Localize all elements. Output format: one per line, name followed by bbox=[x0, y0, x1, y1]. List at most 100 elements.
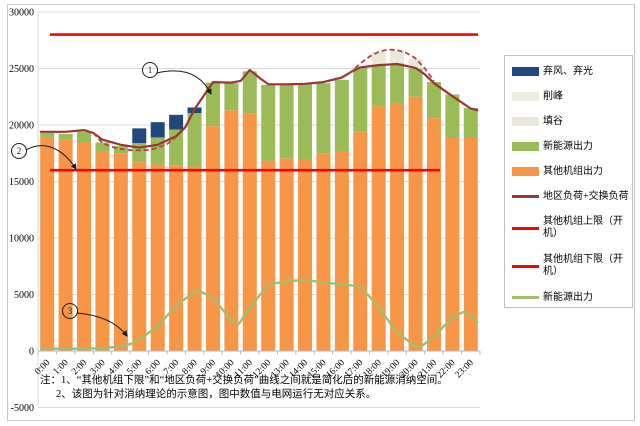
legend-swatch-bar bbox=[512, 167, 539, 176]
legend-swatch-line bbox=[512, 264, 539, 268]
bar-other-units bbox=[205, 126, 220, 351]
y-tick-label: 10000 bbox=[9, 234, 34, 245]
annotations: 1 2 3 bbox=[11, 62, 212, 337]
bar-renewable bbox=[390, 63, 405, 103]
bar-renewable bbox=[58, 134, 73, 140]
legend-item-label: 其他机组下限（开机） bbox=[543, 254, 623, 277]
annotation-number: 1 bbox=[148, 65, 153, 75]
legend-item-label: 削峰 bbox=[543, 90, 563, 102]
legend-item: 新能源出力 bbox=[512, 134, 630, 159]
bar-other-units bbox=[150, 164, 165, 351]
annotation-pointer bbox=[156, 70, 212, 95]
legend-item-label: 弃风、弃光 bbox=[543, 65, 593, 77]
bar-other-units bbox=[316, 153, 331, 351]
note-line-2: 2、该图为针对消纳理论的示意图，图中数值与电网运行无对应关系。 bbox=[56, 389, 377, 400]
bar-renewable bbox=[463, 108, 478, 138]
bar-other-units bbox=[445, 137, 460, 351]
bar-other-units bbox=[334, 150, 349, 351]
chart-notes: 注：1、“其他机组下限”和“地区负荷+交换负荷”曲线之间就是简化后的新能源消纳空… bbox=[40, 374, 520, 402]
bar-renewable bbox=[334, 79, 349, 151]
bar-other-units bbox=[77, 142, 92, 351]
bar-peak-shaving bbox=[371, 52, 386, 66]
bar-renewable bbox=[95, 142, 110, 151]
annotation-pointer bbox=[76, 312, 128, 337]
legend-swatch-line bbox=[512, 195, 539, 198]
bar-other-units bbox=[390, 102, 405, 351]
bar-other-units bbox=[132, 162, 147, 351]
bar-other-units bbox=[187, 167, 202, 351]
bar-other-units bbox=[113, 153, 128, 351]
legend-swatch-bar bbox=[512, 92, 539, 101]
legend-item-label: 其他机组出力 bbox=[543, 165, 603, 177]
bar-other-units bbox=[279, 158, 294, 351]
legend-swatch-line bbox=[512, 296, 539, 299]
y-tick-label: -5000 bbox=[11, 403, 34, 414]
legend-item-label: 其他机组上限（开机） bbox=[543, 216, 623, 239]
bar-curtailment bbox=[169, 114, 184, 130]
legend-swatch-line bbox=[512, 226, 539, 230]
bar-other-units bbox=[95, 150, 110, 351]
bar-other-units bbox=[408, 96, 423, 351]
bar-renewable bbox=[353, 67, 368, 132]
bar-curtailment bbox=[150, 122, 165, 138]
bar-other-units bbox=[242, 113, 257, 351]
bar-renewable bbox=[187, 113, 202, 168]
y-tick-label: 15000 bbox=[9, 177, 34, 188]
annotation-circle bbox=[142, 62, 158, 78]
bar-renewable bbox=[408, 68, 423, 97]
bar-renewable bbox=[371, 65, 386, 107]
legend-item-label: 新能源出力 bbox=[543, 291, 593, 303]
annotation-number: 3 bbox=[68, 306, 73, 316]
dashed-load-line bbox=[348, 48, 435, 82]
note-line-1: 注：1、“其他机组下限”和“地区负荷+交换负荷”曲线之间就是简化后的新能源消纳空… bbox=[40, 375, 448, 386]
bar-other-units bbox=[40, 137, 55, 351]
y-axis-labels: 30000 25000 20000 15000 10000 5000 0 -5000 bbox=[9, 8, 34, 415]
legend-item-label: 新能源出力 bbox=[543, 140, 593, 152]
y-tick-label: 30000 bbox=[9, 8, 34, 19]
bars bbox=[40, 50, 478, 351]
legend-item: 其他机组下限（开机） bbox=[512, 247, 630, 285]
bar-peak-shaving bbox=[390, 50, 405, 64]
bar-peak-shaving bbox=[408, 58, 423, 69]
y-tick-label: 20000 bbox=[9, 121, 34, 132]
legend-item: 填谷 bbox=[512, 109, 630, 134]
legend-item-label: 地区负荷+交换负荷 bbox=[543, 190, 629, 202]
legend-item: 削峰 bbox=[512, 84, 630, 109]
legend-swatch-bar bbox=[512, 142, 539, 151]
legend-item: 地区负荷+交换负荷 bbox=[512, 184, 630, 209]
renewable-output-line bbox=[39, 278, 479, 350]
y-tick-label: 25000 bbox=[9, 64, 34, 75]
bar-other-units bbox=[353, 131, 368, 351]
bar-other-units bbox=[426, 118, 441, 351]
bar-renewable bbox=[316, 83, 331, 154]
bar-renewable bbox=[40, 132, 55, 138]
bar-curtailment bbox=[132, 128, 147, 144]
bar-other-units bbox=[371, 106, 386, 351]
legend-item-label: 填谷 bbox=[543, 115, 563, 127]
bar-renewable bbox=[224, 83, 239, 111]
dashed-load-line bbox=[92, 132, 177, 152]
bar-other-units bbox=[463, 137, 478, 351]
legend-item: 其他机组上限（开机） bbox=[512, 209, 630, 247]
bar-other-units bbox=[261, 160, 276, 351]
legend-item: 弃风、弃光 bbox=[512, 59, 630, 84]
legend-swatch-bar bbox=[512, 67, 539, 76]
legend-item: 其他机组出力 bbox=[512, 159, 630, 184]
legend: 弃风、弃光 削峰 填谷 新能源出力 其他机组出力 地区负荷+交换负荷 其他机组上限（开机）其… bbox=[504, 55, 633, 308]
legend-item: 新能源出力 bbox=[512, 285, 630, 310]
annotation-circle bbox=[11, 143, 27, 159]
annotation-pointer bbox=[25, 145, 77, 170]
y-tick-label: 0 bbox=[29, 347, 34, 358]
legend-swatch-bar bbox=[512, 117, 539, 126]
bar-other-units bbox=[169, 165, 184, 351]
bar-renewable bbox=[279, 84, 294, 159]
bar-renewable bbox=[426, 82, 441, 119]
bar-renewable bbox=[261, 84, 276, 161]
y-tick-label: 5000 bbox=[14, 290, 34, 301]
annotation-circle bbox=[62, 303, 78, 319]
bar-renewable bbox=[77, 131, 92, 143]
annotation-number: 2 bbox=[17, 146, 22, 156]
bar-renewable bbox=[242, 71, 257, 114]
